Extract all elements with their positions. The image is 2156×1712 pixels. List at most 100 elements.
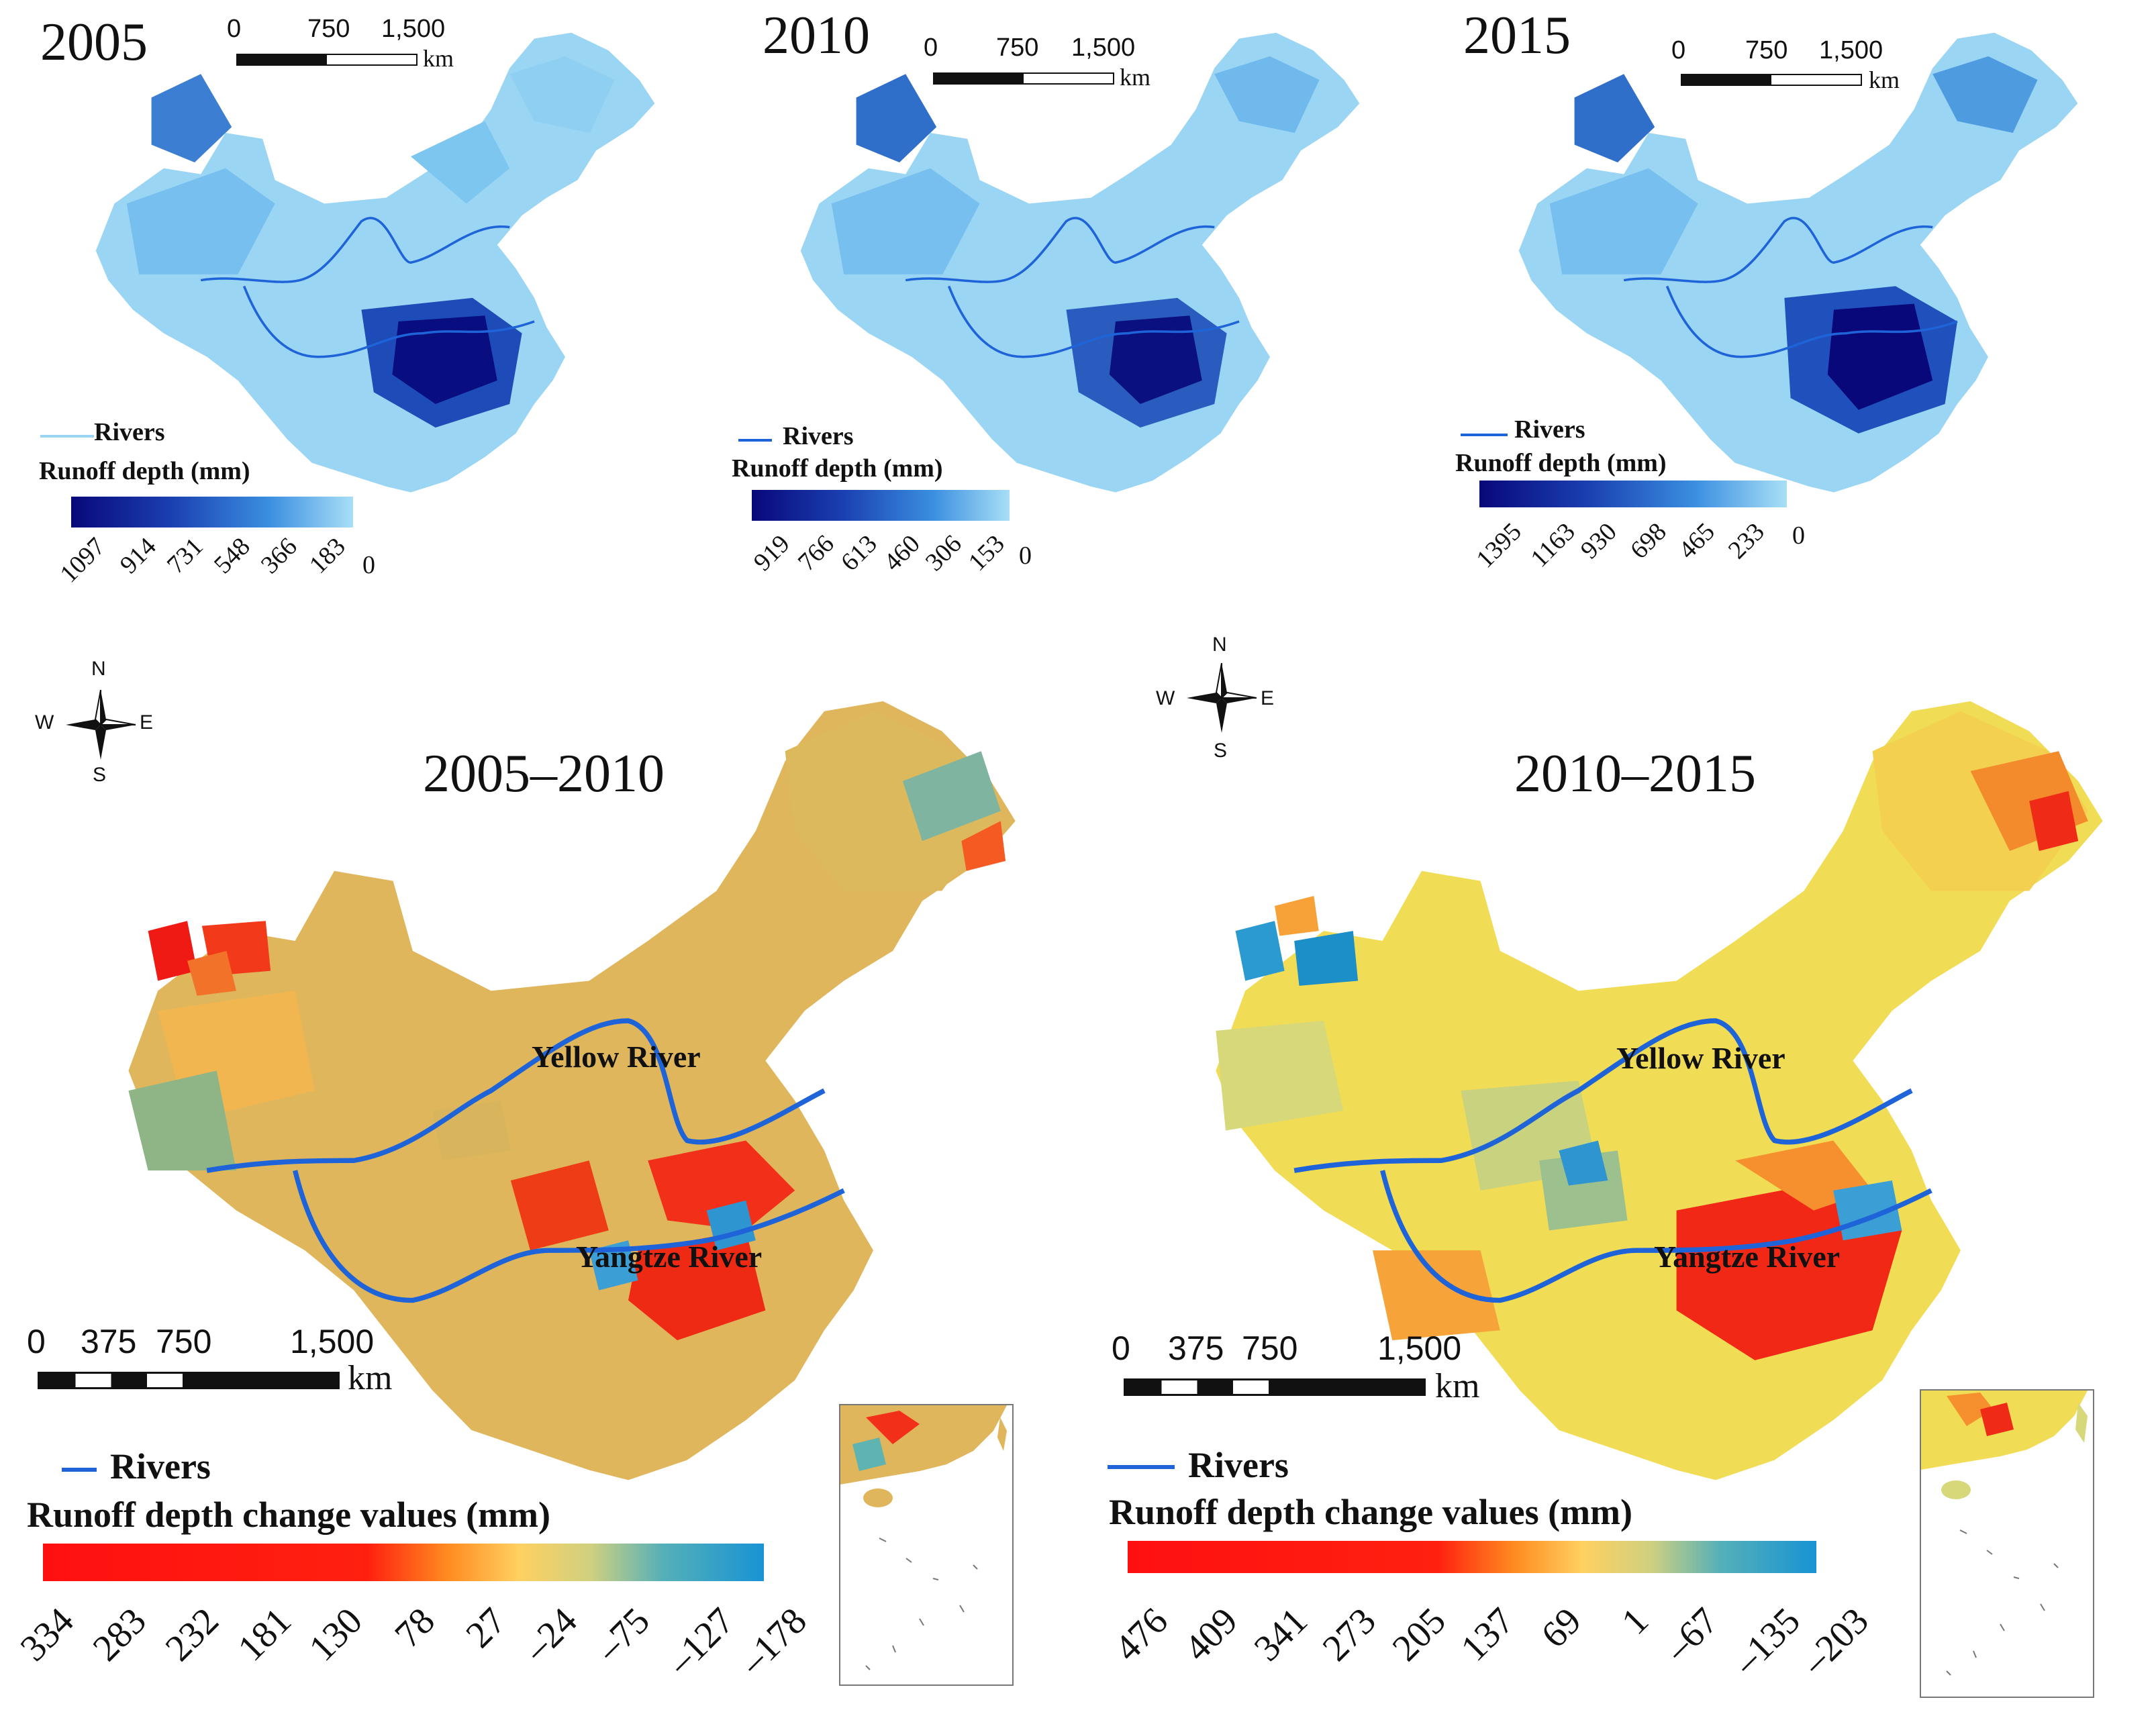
scale-tick: 375 bbox=[1168, 1329, 1224, 1367]
legend-tick: 334 bbox=[12, 1600, 82, 1670]
legend-tick: 283 bbox=[85, 1600, 154, 1670]
runoff-map-2005 bbox=[95, 32, 655, 493]
scale-tick: 750 bbox=[1745, 36, 1788, 64]
scale-unit: km bbox=[348, 1359, 393, 1397]
legend-tick: 181 bbox=[230, 1600, 299, 1670]
legend-title: Runoff depth (mm) bbox=[732, 454, 943, 483]
legend-tick: –178 bbox=[732, 1600, 815, 1683]
change-map-2010-2015 bbox=[1216, 701, 2103, 1480]
compass-west: W bbox=[35, 711, 54, 734]
scale-tick: 750 bbox=[996, 34, 1039, 62]
scale-bar bbox=[933, 72, 1114, 85]
scale-bar bbox=[1681, 74, 1862, 86]
legend-tick: 232 bbox=[157, 1600, 227, 1670]
river-lines-2010-2015 bbox=[1293, 1018, 1932, 1303]
legend-tick: 130 bbox=[301, 1600, 371, 1670]
river-lines-2005-2010 bbox=[206, 1018, 845, 1303]
compass-north: N bbox=[91, 658, 106, 680]
legend-tick: 78 bbox=[387, 1600, 443, 1656]
rivers-legend-swatch bbox=[738, 439, 772, 442]
legend-tick-zero: 0 bbox=[362, 551, 375, 579]
legend-tick-zero: 0 bbox=[1019, 542, 1032, 570]
compass-rose-icon bbox=[1187, 662, 1257, 733]
legend-colorbar bbox=[43, 1544, 764, 1581]
compass-north: N bbox=[1212, 634, 1227, 656]
legend-colorbar bbox=[752, 490, 1010, 521]
scale-tick: 1,500 bbox=[1377, 1329, 1462, 1367]
compass-east: E bbox=[140, 711, 154, 734]
legend-tick: 476 bbox=[1106, 1600, 1176, 1670]
change-map-2005-2010 bbox=[128, 701, 1016, 1480]
scale-tick: 0 bbox=[1671, 36, 1686, 64]
river-label-yangtze: Yangtze River bbox=[576, 1240, 763, 1274]
rivers-legend-label: Rivers bbox=[1514, 415, 1585, 444]
legend-colorbar bbox=[71, 497, 353, 527]
legend-tick: 205 bbox=[1384, 1600, 1454, 1670]
panel-year-title: 2010 bbox=[763, 6, 870, 65]
river-lines-2005 bbox=[200, 217, 535, 358]
scale-tick: 0 bbox=[1112, 1329, 1130, 1367]
river-label-yellow: Yellow River bbox=[532, 1040, 701, 1074]
panel-year-title: 2015 bbox=[1463, 6, 1571, 65]
legend-tick: 409 bbox=[1176, 1600, 1246, 1670]
runoff-map-2015 bbox=[1518, 32, 2078, 493]
legend-tick: 1097 bbox=[54, 532, 111, 589]
legend-tick: 1395 bbox=[1471, 517, 1527, 574]
compass-south: S bbox=[1214, 740, 1228, 762]
scale-unit: km bbox=[1120, 64, 1151, 91]
legend-tick: 341 bbox=[1246, 1600, 1316, 1670]
scale-tick: 1,500 bbox=[1071, 34, 1136, 62]
runoff-map-2010 bbox=[800, 32, 1360, 493]
river-lines-2010 bbox=[905, 217, 1240, 358]
compass-west: W bbox=[1156, 687, 1175, 709]
scale-tick: 1,500 bbox=[381, 15, 446, 43]
legend-tick: 698 bbox=[1624, 517, 1672, 565]
rivers-legend-label: Rivers bbox=[1188, 1445, 1289, 1485]
legend-tick-zero: 0 bbox=[1792, 521, 1805, 550]
legend-title: Runoff depth change values (mm) bbox=[27, 1495, 551, 1535]
rivers-legend-swatch bbox=[1461, 434, 1508, 436]
panel-period-title: 2010–2015 bbox=[1514, 744, 1756, 803]
south-china-sea-inset bbox=[1920, 1389, 2094, 1698]
river-label-yellow: Yellow River bbox=[1616, 1041, 1785, 1075]
legend-colorbar bbox=[1479, 481, 1787, 507]
scale-tick: 1,500 bbox=[1819, 36, 1883, 64]
scale-tick: 750 bbox=[307, 15, 350, 43]
legend-title: Runoff depth change values (mm) bbox=[1109, 1492, 1633, 1532]
legend-tick: 273 bbox=[1314, 1600, 1384, 1670]
rivers-legend-label: Rivers bbox=[783, 422, 854, 450]
scale-tick: 0 bbox=[227, 15, 242, 43]
river-lines-2015 bbox=[1623, 217, 1958, 358]
scale-tick: 0 bbox=[924, 34, 938, 62]
legend-title: Runoff depth (mm) bbox=[1455, 449, 1667, 477]
legend-tick: –75 bbox=[588, 1600, 658, 1670]
legend-title: Runoff depth (mm) bbox=[39, 457, 250, 485]
scale-bar bbox=[236, 54, 418, 66]
scale-unit: km bbox=[423, 45, 454, 72]
scale-unit: km bbox=[1869, 66, 1900, 93]
legend-tick: –24 bbox=[516, 1600, 585, 1670]
legend-tick: 233 bbox=[1722, 517, 1770, 565]
scale-tick: 750 bbox=[1242, 1329, 1298, 1367]
legend-tick: 465 bbox=[1673, 517, 1720, 565]
scale-tick: 375 bbox=[81, 1323, 137, 1360]
legend-tick: 183 bbox=[303, 532, 351, 580]
rivers-legend-label: Rivers bbox=[110, 1446, 211, 1487]
scale-tick: 750 bbox=[156, 1323, 212, 1360]
rivers-legend-swatch bbox=[40, 435, 94, 438]
legend-tick: 69 bbox=[1533, 1600, 1589, 1656]
compass-rose-icon bbox=[66, 689, 136, 760]
legend-colorbar bbox=[1128, 1541, 1816, 1573]
legend-tick: 1 bbox=[1614, 1600, 1657, 1643]
rivers-legend-label: Rivers bbox=[94, 418, 165, 446]
scale-bar bbox=[1124, 1378, 1426, 1396]
panel-year-title: 2005 bbox=[40, 13, 148, 72]
south-china-sea-inset bbox=[839, 1404, 1014, 1686]
rivers-legend-swatch bbox=[1108, 1465, 1175, 1469]
compass-south: S bbox=[93, 764, 107, 786]
scale-bar bbox=[38, 1372, 340, 1389]
legend-tick: 27 bbox=[458, 1600, 514, 1656]
panel-period-title: 2005–2010 bbox=[423, 744, 665, 803]
compass-east: E bbox=[1261, 687, 1275, 709]
legend-tick: –127 bbox=[659, 1600, 742, 1683]
